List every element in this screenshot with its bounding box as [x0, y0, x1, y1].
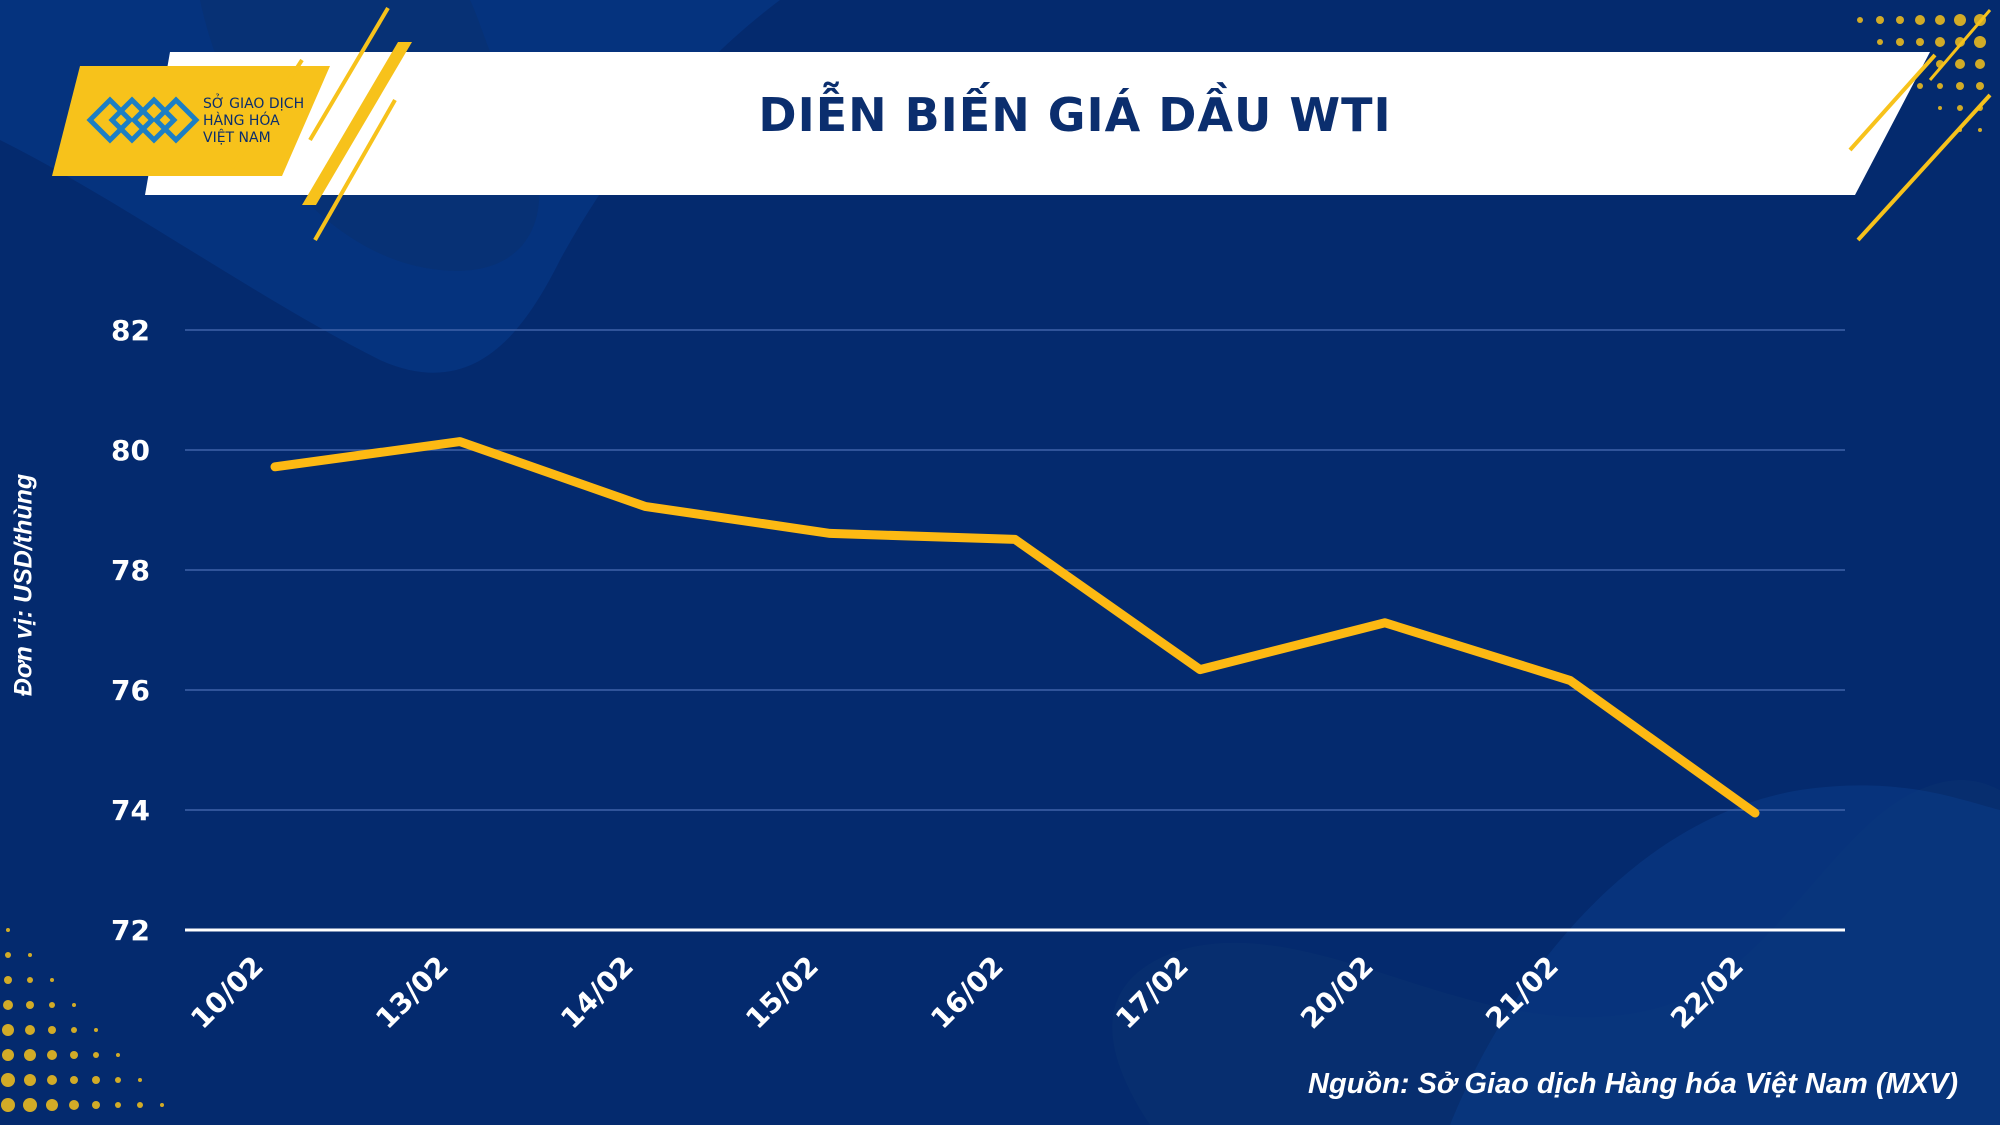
logo-line-3: VIỆT NAM — [203, 130, 271, 146]
y-axis-ticks: 72 74 76 78 80 82 — [111, 314, 150, 947]
logo-line-1: SỞ GIAO DỊCH — [203, 96, 305, 112]
data-point — [459, 440, 461, 443]
data-point — [829, 532, 831, 535]
x-axis-ticks: 10/02 13/02 14/02 15/02 16/02 17/02 20/02 21/02… — [184, 950, 1750, 1036]
y-tick-label: 76 — [111, 674, 150, 707]
data-point — [1384, 621, 1386, 624]
data-point — [1014, 538, 1016, 541]
x-tick-label: 14/02 — [554, 950, 640, 1036]
header-banner — [52, 6, 1992, 242]
x-tick-label: 16/02 — [924, 950, 1010, 1036]
x-tick-label: 10/02 — [184, 950, 270, 1036]
data-point — [644, 505, 646, 508]
y-tick-label: 72 — [111, 914, 150, 947]
grid-lines — [185, 329, 1845, 932]
y-tick-label: 80 — [111, 434, 150, 467]
y-axis-label: Đơn vị: USD/thùng — [9, 473, 38, 697]
mxv-logo-icon — [86, 96, 200, 144]
y-tick-label: 74 — [111, 794, 150, 827]
x-tick-label: 15/02 — [739, 950, 825, 1036]
data-point — [1199, 668, 1201, 671]
y-tick-label: 78 — [111, 554, 150, 587]
logo-line-2: HÀNG HÓA — [203, 113, 280, 129]
data-point — [274, 465, 276, 468]
data-point — [1754, 812, 1756, 814]
source-note: Nguồn: Sở Giao dịch Hàng hóa Việt Nam (M… — [1308, 1068, 1958, 1100]
x-tick-label: 13/02 — [369, 950, 455, 1036]
y-tick-label: 82 — [111, 314, 150, 347]
series-line — [270, 437, 1760, 818]
page-title: DIỄN BIẾN GIÁ DẦU WTI — [758, 88, 1392, 142]
logo-text: SỞ GIAO DỊCH HÀNG HÓA VIỆT NAM — [203, 96, 304, 147]
series-layer — [270, 437, 1760, 818]
data-point — [1569, 679, 1571, 682]
